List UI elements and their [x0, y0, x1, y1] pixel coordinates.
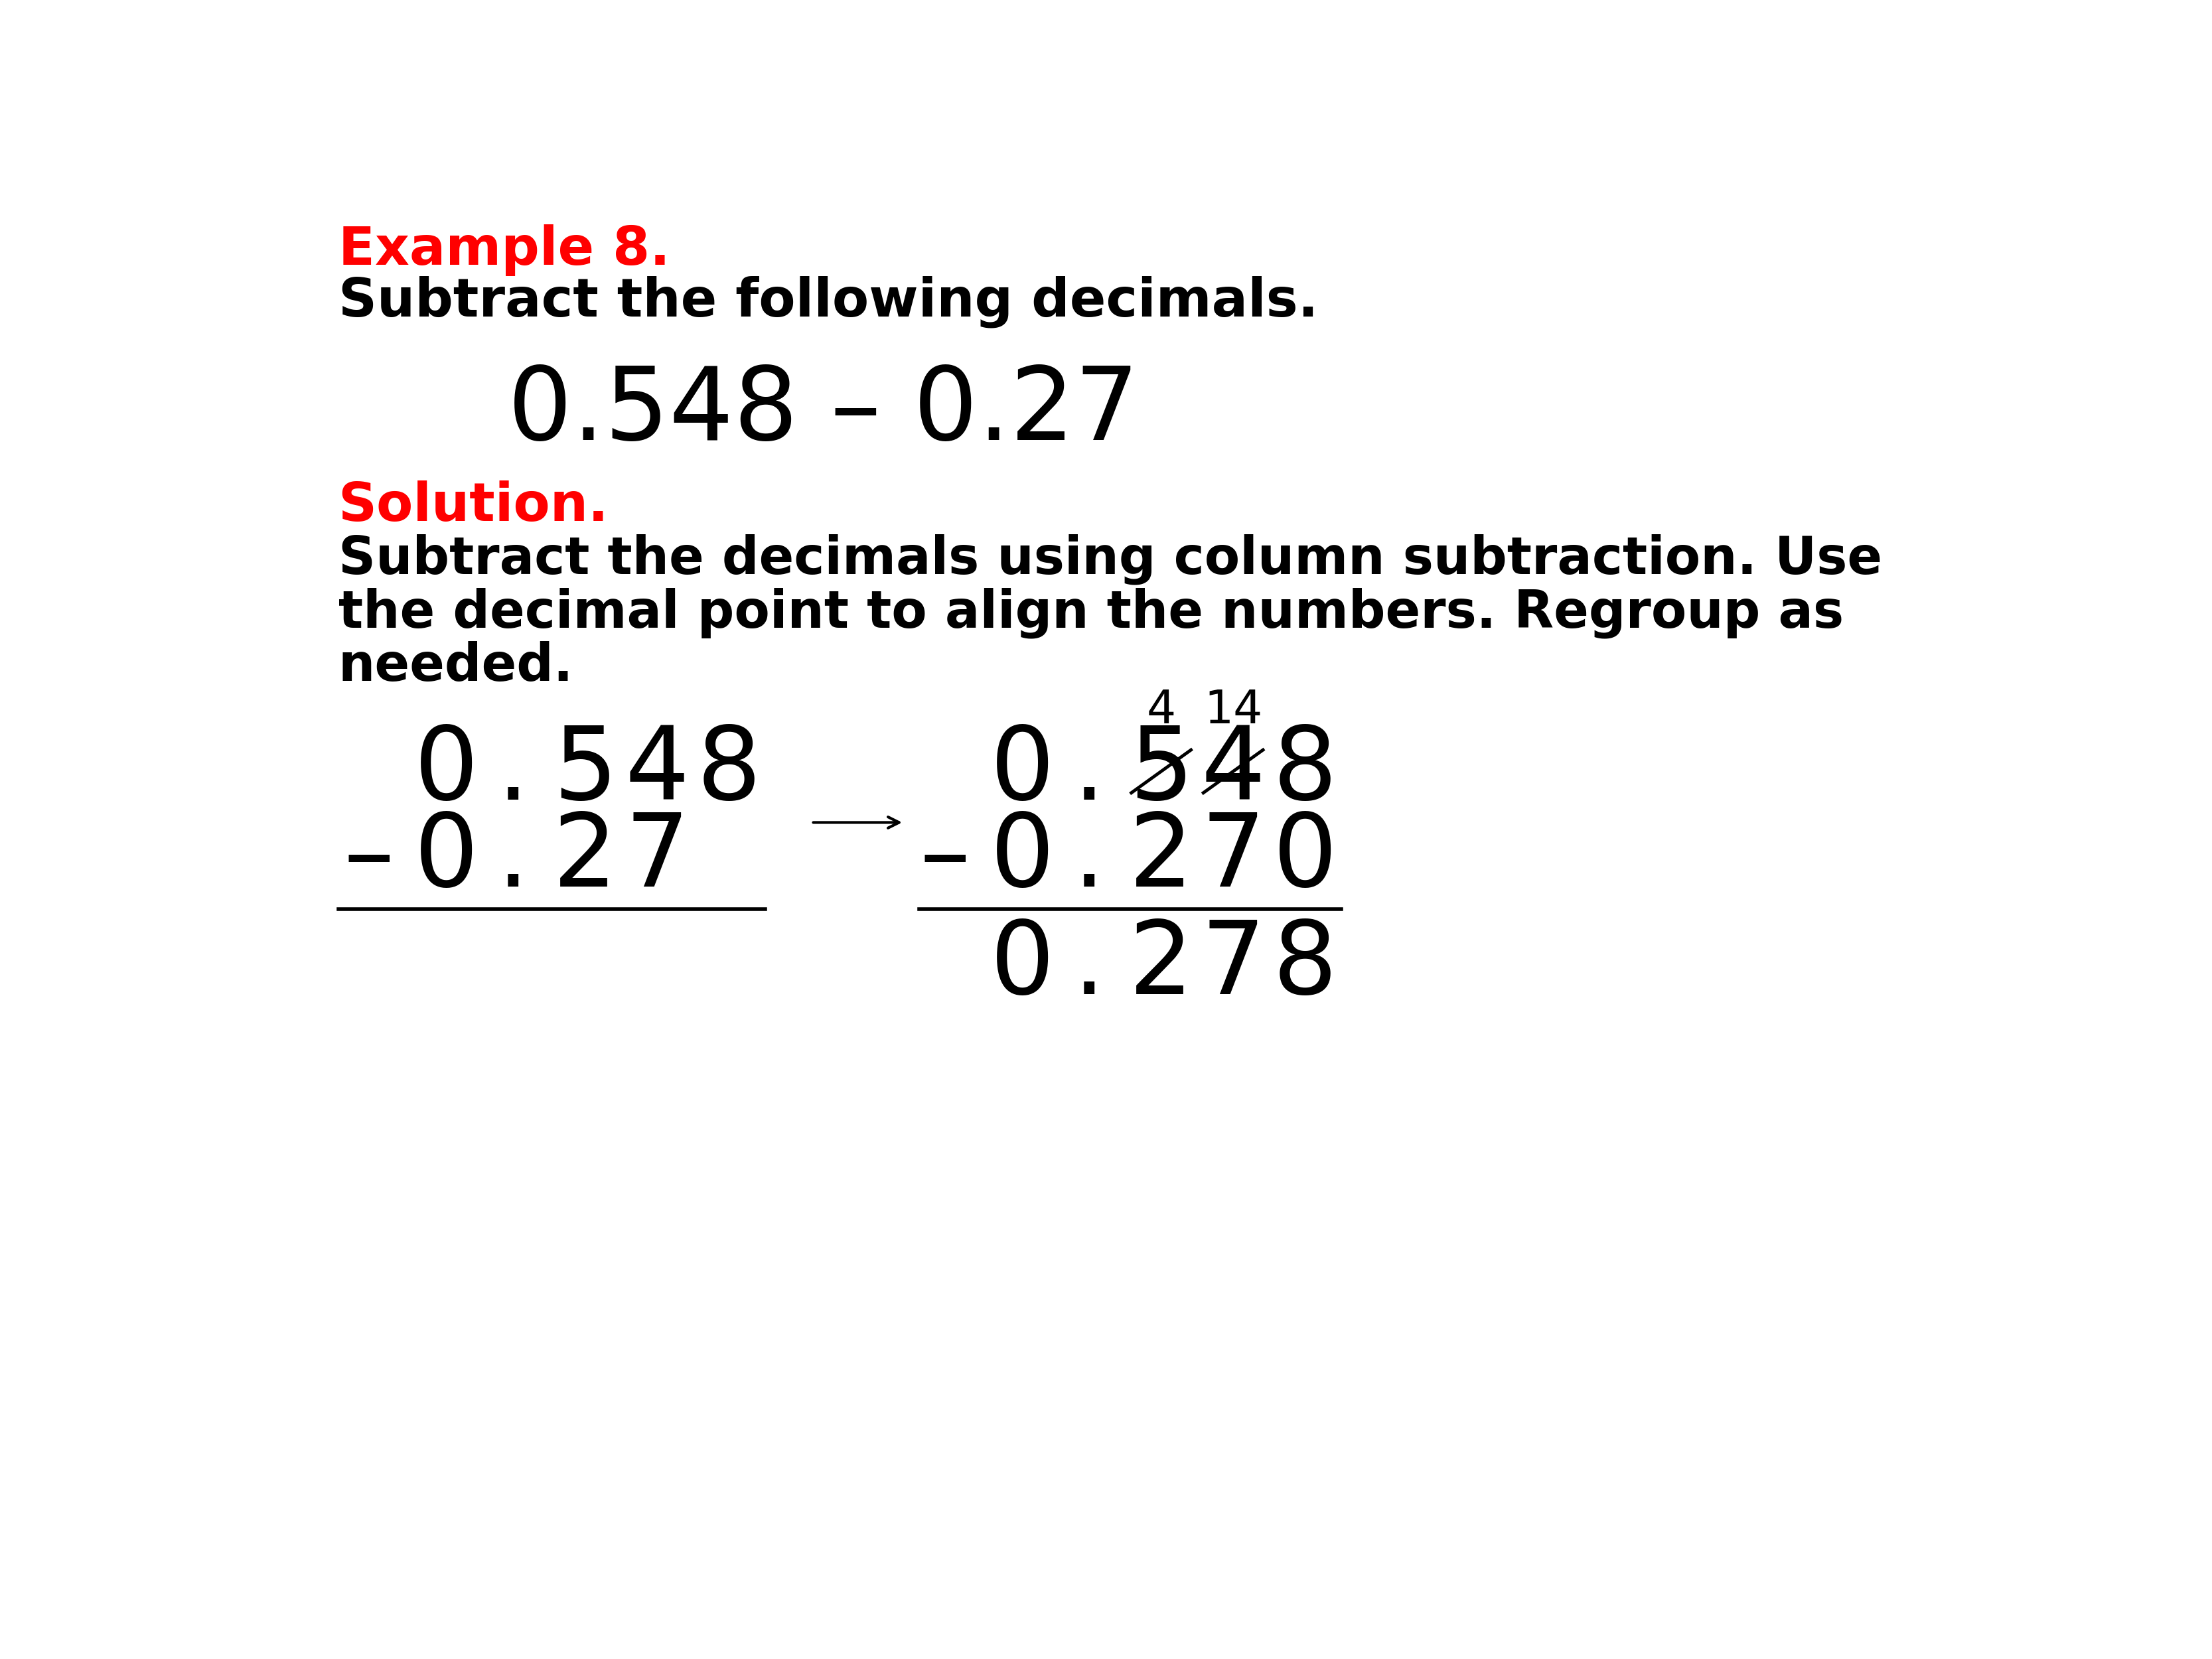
- Text: Example 8.: Example 8.: [338, 224, 670, 277]
- Text: .: .: [1073, 916, 1106, 1015]
- Text: 2: 2: [1128, 810, 1194, 907]
- Text: 0: 0: [1272, 810, 1338, 907]
- Text: Subtract the following decimals.: Subtract the following decimals.: [338, 275, 1318, 328]
- Text: 7: 7: [624, 810, 690, 907]
- Text: Subtract the decimals using column subtraction. Use: Subtract the decimals using column subtr…: [338, 534, 1882, 584]
- Text: 8: 8: [1272, 916, 1338, 1015]
- Text: 4: 4: [1201, 722, 1265, 821]
- Text: –: –: [920, 810, 971, 907]
- Text: 0: 0: [991, 810, 1055, 907]
- Text: 0: 0: [414, 810, 478, 907]
- Text: .: .: [498, 810, 529, 907]
- Text: 0: 0: [991, 722, 1055, 821]
- Text: 4: 4: [624, 722, 690, 821]
- Text: .: .: [498, 722, 529, 821]
- Text: 7: 7: [1201, 810, 1265, 907]
- Text: 5: 5: [553, 722, 617, 821]
- Text: 2: 2: [553, 810, 617, 907]
- Text: 4: 4: [1146, 688, 1177, 732]
- Text: 7: 7: [1201, 916, 1265, 1015]
- Text: 14: 14: [1203, 688, 1263, 732]
- Text: 5: 5: [1128, 722, 1194, 821]
- Text: –: –: [343, 810, 394, 907]
- Text: 0: 0: [991, 916, 1055, 1015]
- Text: 8: 8: [697, 722, 761, 821]
- Text: .: .: [1073, 810, 1106, 907]
- Text: the decimal point to align the numbers. Regroup as: the decimal point to align the numbers. …: [338, 587, 1843, 639]
- Text: 0.548 – 0.27: 0.548 – 0.27: [509, 363, 1139, 461]
- Text: 8: 8: [1272, 722, 1338, 821]
- Text: .: .: [1073, 722, 1106, 821]
- Text: 2: 2: [1128, 916, 1194, 1015]
- Text: Solution.: Solution.: [338, 479, 608, 533]
- Text: needed.: needed.: [338, 640, 573, 692]
- Text: 0: 0: [414, 722, 478, 821]
